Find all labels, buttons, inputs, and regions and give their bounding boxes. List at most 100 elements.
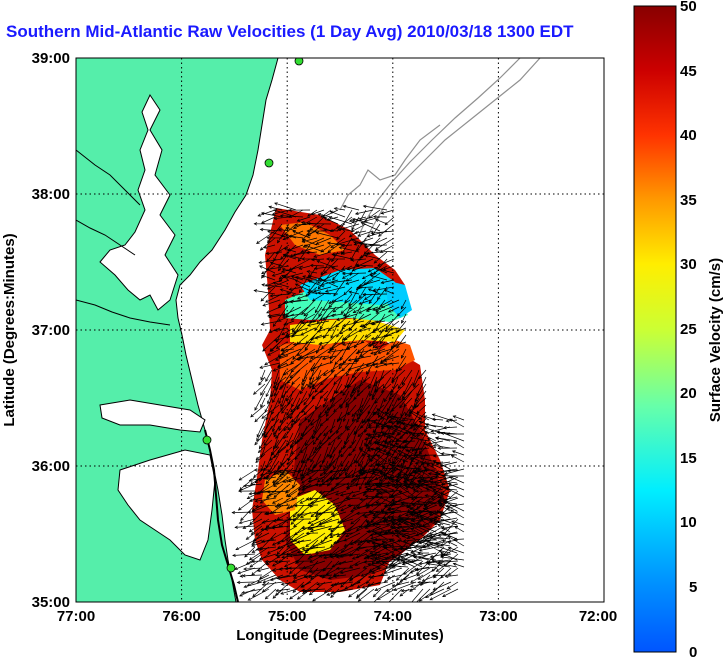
velocity-arrow-head	[308, 288, 312, 293]
velocity-arrow-head	[358, 310, 362, 314]
x-tick-label: 73:00	[479, 608, 517, 625]
velocity-arrow-head	[424, 443, 429, 447]
velocity-arrow	[384, 362, 400, 365]
velocity-arrow	[266, 265, 290, 270]
velocity-arrow	[336, 237, 360, 245]
velocity-arrow-head	[309, 227, 314, 231]
velocity-arrow-head	[409, 570, 414, 574]
velocity-arrow-head	[368, 479, 373, 483]
velocity-arrow	[280, 288, 297, 295]
velocity-arrow	[315, 334, 330, 339]
velocity-arrow	[264, 355, 281, 366]
velocity-arrow	[382, 467, 395, 470]
velocity-arrow-head	[431, 417, 436, 421]
velocity-arrow	[403, 574, 417, 580]
velocity-arrow-head	[348, 218, 353, 223]
velocity-arrow-head	[279, 473, 283, 478]
velocity-arrow-head	[429, 476, 433, 481]
velocity-arrow	[383, 265, 395, 271]
velocity-arrow	[277, 439, 294, 454]
velocity-arrow	[290, 299, 309, 303]
velocity-arrow	[415, 454, 437, 456]
velocity-arrow-head	[398, 519, 403, 523]
velocity-arrow	[356, 397, 364, 417]
velocity-arrow	[315, 397, 322, 410]
velocity-arrow	[259, 532, 277, 551]
velocity-arrow-head	[357, 598, 362, 602]
velocity-arrow-head	[350, 541, 354, 546]
outer-banks	[204, 429, 239, 602]
velocity-arrow	[250, 404, 266, 418]
velocity-arrow-head	[396, 526, 401, 530]
velocity-arrow-head	[359, 486, 363, 491]
chesapeake-bay	[99, 93, 179, 311]
velocity-arrow-head	[318, 414, 322, 418]
velocity-arrow-head	[303, 312, 307, 317]
velocity-arrow	[348, 355, 372, 361]
velocity-arrow-head	[415, 489, 419, 493]
velocity-arrow	[309, 348, 330, 363]
velocity-arrow	[408, 455, 423, 463]
velocity-arrow	[383, 390, 392, 402]
velocity-arrow	[436, 431, 458, 435]
velocity-arrow-head	[444, 487, 449, 491]
velocity-arrow-head	[251, 549, 256, 553]
velocity-arrow	[259, 362, 281, 369]
velocity-arrow-head	[359, 254, 364, 259]
velocity-arrow	[396, 530, 416, 540]
velocity-arrow-head	[443, 471, 448, 476]
velocity-arrow	[420, 433, 437, 442]
velocity-arrow-head	[367, 425, 372, 429]
velocity-arrow-head	[244, 553, 248, 558]
velocity-arrow-head	[409, 495, 414, 500]
velocity-arrow	[314, 383, 322, 393]
velocity-arrow	[259, 553, 277, 560]
velocity-arrow	[278, 383, 287, 404]
velocity-arrow-head	[374, 249, 379, 253]
velocity-arrow-head	[364, 334, 369, 338]
velocity-arrow-head	[303, 589, 307, 594]
velocity-arrow-head	[365, 505, 370, 509]
velocity-arrow	[440, 556, 465, 561]
velocity-arrow-head	[369, 533, 374, 537]
velocity-arrow-head	[339, 493, 344, 497]
velocity-arrow-head	[442, 476, 447, 480]
velocity-arrow	[375, 237, 395, 250]
velocity-arrow-head	[336, 227, 341, 232]
velocity-arrow-head	[332, 502, 336, 506]
velocity-arrow	[401, 348, 407, 359]
velocity-arrow-head	[367, 269, 372, 273]
velocity-arrow-head	[262, 476, 267, 480]
velocity-arrow	[296, 355, 316, 360]
velocity-arrow	[435, 468, 458, 473]
velocity-arrow	[433, 567, 445, 579]
velocity-arrow-head	[293, 503, 298, 508]
velocity-arrow-head	[325, 479, 329, 483]
velocity-arrow	[322, 306, 344, 311]
velocity-arrow-head	[323, 217, 328, 221]
velocity-arrow-head	[371, 516, 376, 520]
velocity-arrow-head	[392, 415, 397, 419]
velocity-arrow-head	[265, 416, 269, 421]
x-axis-title: Longitude (Degrees:Minutes)	[236, 627, 444, 644]
river-james	[76, 299, 171, 326]
velocity-arrow	[391, 516, 409, 519]
velocity-arrow	[344, 581, 361, 590]
velocity-arrow-head	[385, 325, 389, 330]
velocity-arrow-head	[355, 368, 360, 372]
velocity-arrow	[302, 275, 318, 281]
velocity-arrow	[317, 292, 339, 295]
velocity-arrow-head	[324, 397, 328, 402]
velocity-arrow	[280, 215, 304, 218]
station-marker	[264, 158, 274, 168]
velocity-arrow-head	[290, 368, 295, 373]
velocity-arrow	[397, 425, 406, 436]
velocity-arrow	[260, 286, 276, 302]
velocity-arrow-head	[386, 523, 390, 527]
velocity-arrow	[318, 511, 340, 525]
velocity-arrow-head	[451, 450, 456, 454]
velocity-arrow-head	[271, 411, 275, 415]
velocity-arrow-head	[389, 563, 394, 567]
velocity-arrow	[297, 216, 311, 222]
velocity-arrow-head	[266, 550, 271, 554]
